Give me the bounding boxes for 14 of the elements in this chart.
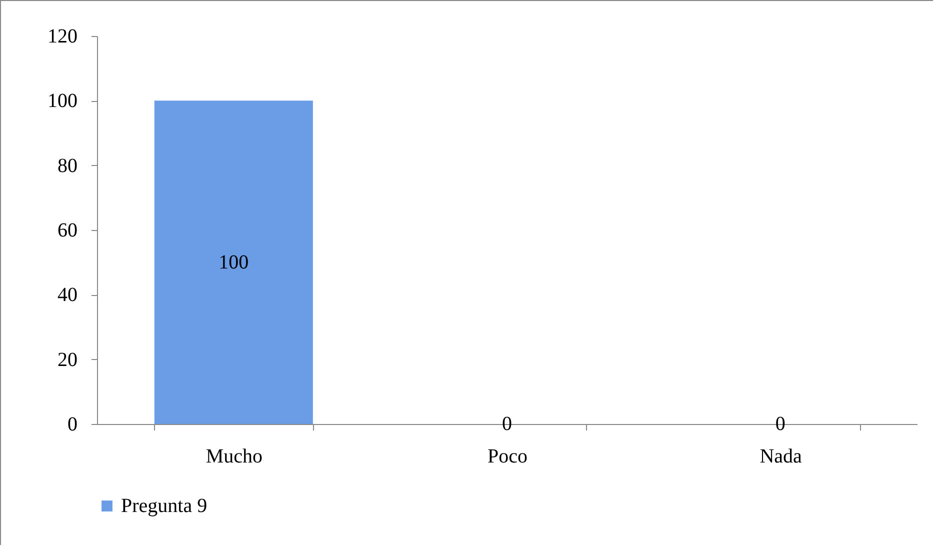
y-tick-label: 80: [58, 154, 78, 177]
y-tick-label: 120: [48, 26, 78, 48]
x-tick-label: Poco: [488, 446, 528, 468]
y-tick-label: 20: [58, 348, 78, 371]
y-tick-label: 60: [58, 220, 78, 242]
data-label: 0: [775, 413, 786, 435]
legend-label: Pregunta 9: [121, 495, 208, 517]
y-tick-label: 40: [58, 284, 78, 306]
data-label: 0: [502, 413, 512, 435]
x-tick-label: Mucho: [206, 446, 263, 468]
data-label: 100: [218, 251, 249, 274]
x-tick-label: Nada: [760, 446, 802, 468]
y-tick-label: 0: [68, 414, 78, 436]
y-tick-label: 100: [48, 90, 78, 112]
